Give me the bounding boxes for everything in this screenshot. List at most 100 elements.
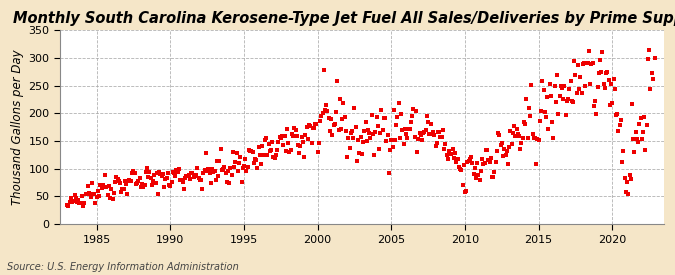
Point [585,82,595,86]
Point [613,128,624,133]
Point [587,61,598,65]
Point [344,146,355,151]
Point [99,185,109,190]
Point [441,153,452,157]
Point [85,195,96,199]
Point [300,132,310,137]
Point [442,156,453,161]
Point [381,139,392,143]
Point [649,18,659,22]
Point [637,137,647,141]
Point [117,187,128,192]
Point [275,136,286,140]
Point [632,140,643,144]
Point [172,170,183,175]
Point [605,82,616,87]
Point [271,153,281,157]
Point [556,84,566,89]
Point [181,174,192,179]
Point [226,173,237,177]
Point [253,145,264,149]
Point [273,140,284,144]
Point [263,142,274,146]
Point [389,137,400,142]
Point [338,100,349,105]
Point [142,166,153,170]
Point [169,171,180,175]
Point [437,128,448,133]
Point [82,192,92,196]
Point [337,116,348,121]
Point [475,177,485,182]
Point [392,115,403,119]
Point [62,203,73,208]
Point [375,131,385,135]
Point [603,78,614,82]
Point [421,114,432,119]
Point [431,141,442,145]
Point [618,149,629,153]
Point [136,182,147,186]
Point [64,200,75,204]
Point [205,181,216,185]
Point [522,136,533,141]
Point [599,86,610,91]
Point [279,134,290,138]
Point [472,161,483,166]
Point [361,139,372,144]
Point [109,191,119,195]
Point [257,143,268,148]
Point [640,148,651,152]
Point [365,135,376,140]
Point [576,91,587,95]
Point [376,108,387,112]
Point [86,181,97,185]
Point [175,178,186,183]
Point [632,137,643,141]
Point [173,167,184,171]
Point [103,193,113,197]
Point [536,109,547,114]
Point [310,122,321,126]
Point [464,157,475,161]
Point [347,129,358,134]
Point [221,179,232,184]
Point [92,189,103,193]
Point [161,176,172,180]
Point [218,167,229,171]
Point [415,133,426,137]
Point [491,149,502,153]
Point [620,190,631,194]
Point [545,94,556,98]
Point [506,142,517,147]
Point [401,131,412,136]
Point [259,153,269,158]
Point [313,141,324,145]
Point [292,134,302,138]
Point [541,114,551,119]
Point [424,132,435,136]
Point [524,114,535,118]
Point [497,154,508,159]
Point [533,138,544,142]
Point [305,124,316,128]
Point [583,61,593,65]
Point [574,87,585,91]
Point [388,108,399,112]
Point [410,109,421,113]
Point [580,83,591,88]
Point [223,169,234,173]
Point [404,127,415,131]
Point [543,127,554,131]
Point [154,170,165,174]
Point [171,167,182,172]
Point [601,71,612,75]
Point [167,170,178,174]
Point [128,169,139,173]
Point [288,134,298,139]
Point [106,186,117,191]
Point [84,191,95,195]
Point [82,184,93,188]
Point [101,185,112,189]
Point [383,171,394,176]
